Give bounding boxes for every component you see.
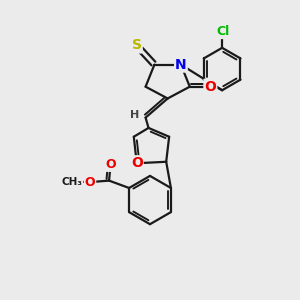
Text: N: N	[175, 58, 187, 72]
Text: O: O	[105, 158, 116, 171]
Text: S: S	[132, 38, 142, 52]
Text: O: O	[131, 156, 143, 170]
Text: Cl: Cl	[216, 25, 230, 38]
Text: O: O	[85, 176, 95, 189]
Text: CH₃: CH₃	[61, 176, 82, 187]
Text: H: H	[130, 110, 139, 120]
Text: O: O	[204, 80, 216, 94]
